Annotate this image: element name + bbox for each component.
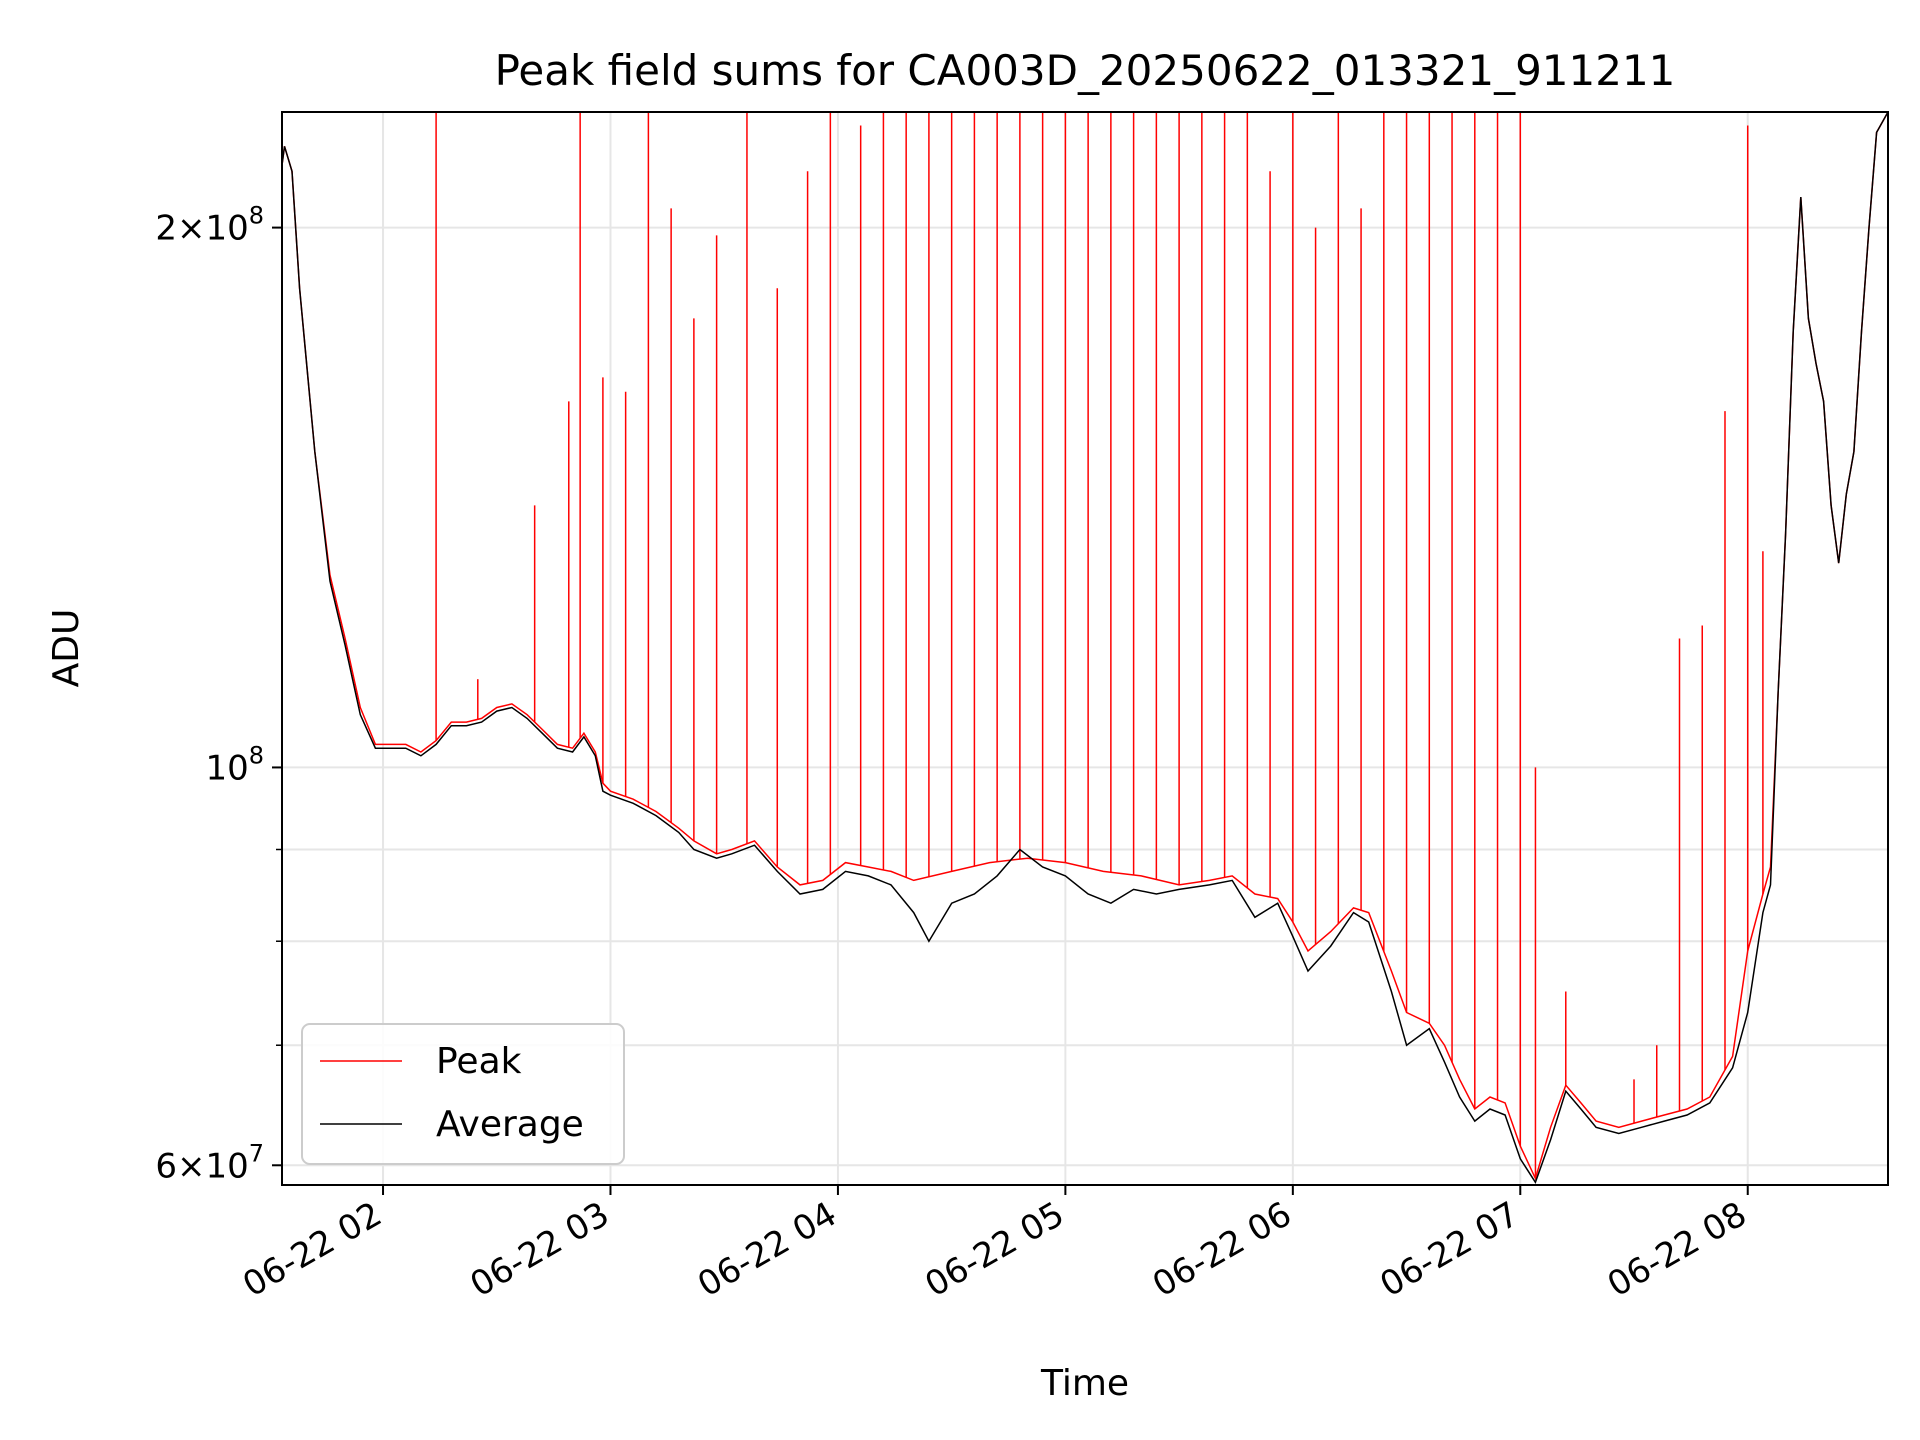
plot-frame: [281, 111, 1889, 1186]
legend: Peak Average: [301, 1023, 625, 1165]
y-tick-label: 2×108: [155, 202, 264, 249]
legend-box: [301, 1023, 625, 1165]
chart-title: Peak field sums for CA003D_20250622_0133…: [495, 46, 1676, 95]
legend-label-average: Average: [436, 1104, 584, 1145]
y-tick-label: 108: [205, 741, 264, 788]
y-axis-label: ADU: [46, 609, 87, 688]
x-axis-label: Time: [1040, 1363, 1129, 1404]
legend-label-peak: Peak: [436, 1041, 522, 1082]
y-axis: 6×107 108 2×108: [155, 202, 282, 1186]
peak-line: [282, 112, 1888, 1181]
series-layer: [282, 112, 1888, 1184]
average-line: [282, 112, 1888, 1184]
y-tick-label: 6×107: [155, 1139, 264, 1186]
